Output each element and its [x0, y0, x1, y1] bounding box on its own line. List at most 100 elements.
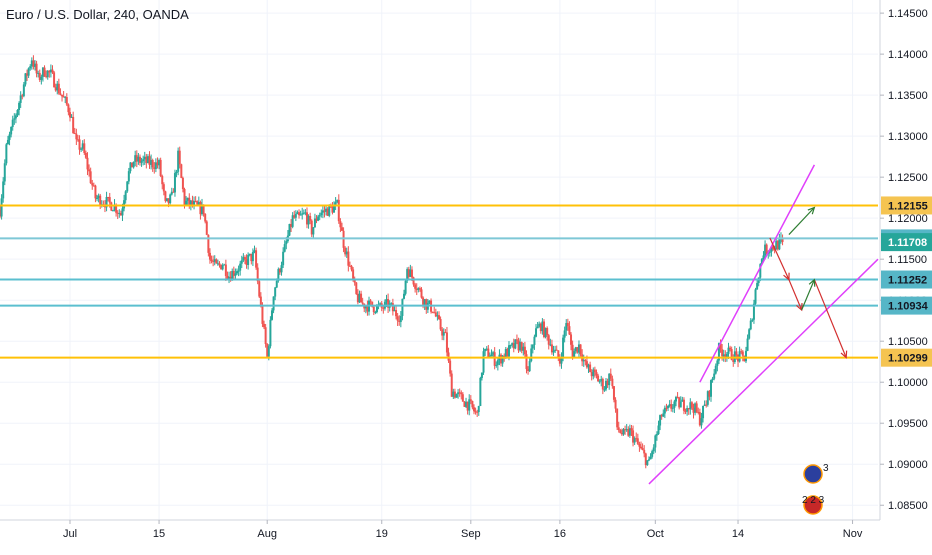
- candle-body: [775, 241, 778, 250]
- bearish-arrow[interactable]: [813, 279, 848, 359]
- candle-body: [640, 446, 643, 449]
- candle-body: [633, 438, 636, 443]
- candle-body: [177, 150, 180, 172]
- candle-body: [208, 252, 211, 260]
- candle-body: [724, 354, 727, 358]
- candle-body: [403, 293, 406, 299]
- candle-body: [593, 369, 596, 373]
- time-axis-bg: [0, 520, 932, 550]
- candle-body: [450, 373, 453, 397]
- candle-body: [237, 270, 240, 272]
- candle-body: [364, 305, 367, 309]
- bullish-arrow[interactable]: [788, 206, 816, 235]
- us-flag-icon: [803, 495, 823, 515]
- candle-body: [535, 328, 538, 337]
- candle-body: [210, 259, 213, 262]
- candle-body: [515, 339, 518, 341]
- candle-body: [652, 447, 655, 452]
- candle-body: [135, 155, 138, 162]
- time-tick-label: Oct: [647, 528, 664, 540]
- candle-body: [231, 270, 234, 281]
- candle-body: [585, 361, 588, 368]
- candle-body: [725, 353, 728, 358]
- candle-body: [56, 83, 59, 91]
- candle-body: [511, 343, 514, 346]
- candle-body: [83, 143, 86, 154]
- event-markers: 3 2 2 3: [802, 463, 829, 515]
- candle-body: [423, 299, 426, 305]
- candle-body: [404, 280, 407, 294]
- candle-body: [167, 198, 170, 204]
- candle-body: [361, 302, 364, 304]
- candle-body: [158, 159, 161, 166]
- bearish-arrow-shaft: [813, 279, 847, 358]
- time-tick-label: 15: [153, 528, 165, 540]
- channel-upper-line[interactable]: [699, 164, 816, 383]
- badge-bg: [881, 233, 932, 252]
- candle-body: [285, 241, 288, 245]
- candle-body: [698, 412, 701, 426]
- candle-body: [29, 66, 32, 69]
- candle-body: [48, 70, 51, 73]
- candle-body: [566, 323, 569, 327]
- candle-body: [655, 434, 658, 436]
- candle-body: [630, 428, 633, 431]
- candle-body: [30, 60, 33, 67]
- candle-body: [577, 344, 580, 353]
- bullish-arrow[interactable]: [801, 278, 816, 311]
- candle-body: [447, 352, 450, 361]
- candle-body: [243, 257, 246, 260]
- candle-body: [619, 430, 622, 433]
- candle-body: [530, 348, 533, 362]
- candle-body: [627, 429, 630, 436]
- bearish-arrow-shaft: [788, 279, 803, 311]
- price-tick-label: 1.10000: [888, 377, 928, 389]
- candle-body: [460, 392, 463, 395]
- candle-body: [142, 159, 145, 162]
- candle-body: [667, 405, 670, 409]
- candle-body: [132, 161, 135, 168]
- candle-body: [239, 263, 242, 271]
- time-axis: Jul 15 Aug 19 Sep 16 Oct 14 Nov: [0, 519, 932, 550]
- badge-bg: [881, 270, 932, 289]
- candle-body: [282, 251, 285, 266]
- time-tick-label: Sep: [461, 528, 481, 540]
- candle-body: [654, 435, 657, 448]
- candle-body: [399, 315, 402, 322]
- candle-body: [406, 269, 409, 281]
- badge-label: 1.10299: [888, 353, 928, 365]
- candle-body: [223, 264, 226, 266]
- candle-body: [490, 354, 493, 357]
- candle-body: [387, 299, 390, 308]
- candle-body: [565, 323, 568, 331]
- candle-body: [234, 273, 237, 276]
- chart-title: Euro / U.S. Dollar, 240, OANDA: [6, 7, 189, 22]
- candle-body: [425, 299, 428, 310]
- candle-body: [576, 347, 579, 353]
- bullish-arrow-head: [807, 206, 816, 215]
- candle-body: [409, 269, 412, 277]
- candle-body: [480, 372, 483, 378]
- candle-body: [461, 394, 464, 402]
- candle-body: [310, 220, 313, 235]
- candle-body: [417, 288, 420, 290]
- candle-body: [471, 400, 474, 408]
- channel-lower-line[interactable]: [648, 258, 879, 485]
- candle-body: [474, 411, 477, 413]
- candles: [0, 55, 784, 469]
- candle-body: [579, 344, 582, 355]
- price-tick-label: 1.13000: [888, 131, 928, 143]
- candle-body: [207, 234, 210, 253]
- candle-body: [617, 427, 620, 431]
- candle-body: [375, 305, 378, 313]
- candle-body: [422, 297, 425, 305]
- candle-body: [449, 360, 452, 374]
- candle-body: [705, 404, 708, 406]
- candle-body: [671, 407, 674, 409]
- candle-body: [466, 401, 469, 411]
- candle-body: [8, 134, 11, 140]
- candle-body: [16, 109, 19, 116]
- candle-body: [759, 264, 762, 278]
- candle-body: [138, 156, 141, 163]
